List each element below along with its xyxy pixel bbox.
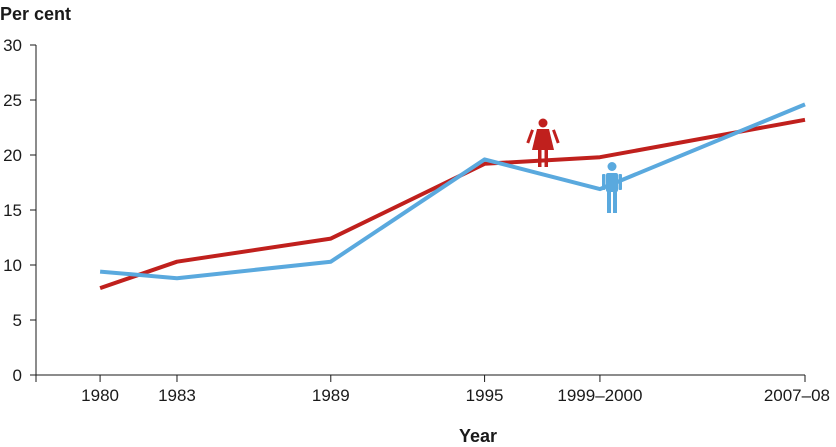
y-tick-label: 25 <box>3 91 22 110</box>
x-tick-label: 1980 <box>81 386 119 405</box>
x-axis-label: Year <box>459 426 497 446</box>
x-tick-label: 2007–08 <box>764 386 830 405</box>
y-tick-label: 5 <box>13 311 22 330</box>
y-axis-label: Per cent <box>0 4 71 24</box>
series-line-female <box>99 117 806 290</box>
x-tick-label: 1995 <box>466 386 504 405</box>
y-tick-label: 10 <box>3 256 22 275</box>
female-figure-icon <box>526 118 560 167</box>
x-tick-label: 1999–2000 <box>557 386 642 405</box>
male-figure-icon <box>602 162 622 213</box>
y-tick-label: 20 <box>3 146 22 165</box>
series-line-male <box>99 102 806 281</box>
y-tick-label: 30 <box>3 36 22 55</box>
x-tick-label: 1983 <box>158 386 196 405</box>
y-axis-ticks: 0 5 10 15 20 25 30 <box>3 36 36 385</box>
series-layer <box>99 102 806 290</box>
y-tick-label: 15 <box>3 201 22 220</box>
y-tick-label: 0 <box>13 366 22 385</box>
x-axis-ticks: 1980 1983 1989 1995 1999–2000 2007–08 <box>35 375 830 405</box>
x-tick-label: 1989 <box>312 386 350 405</box>
